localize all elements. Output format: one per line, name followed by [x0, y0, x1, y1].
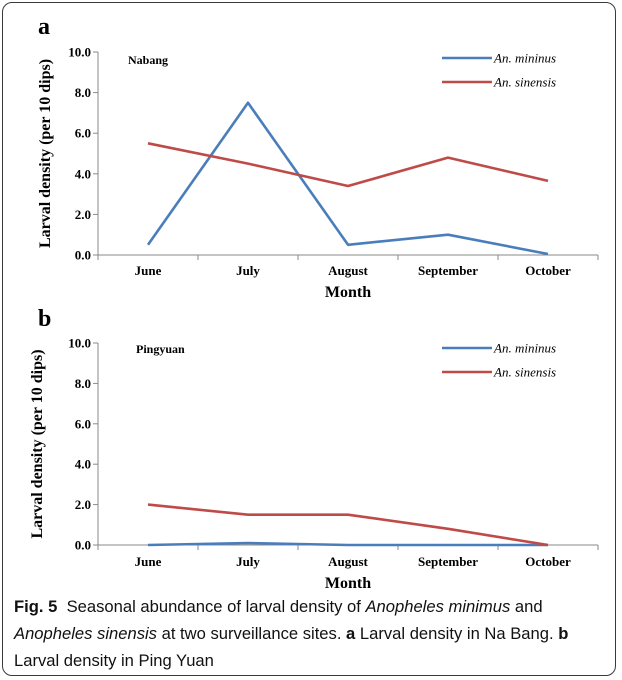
- series-line-mininus: [147, 541, 548, 547]
- y-tick-label: 8.0: [75, 376, 91, 391]
- y-tick-label: 8.0: [75, 85, 91, 100]
- y-tick-label: 2.0: [75, 497, 91, 512]
- legend-label: An. sinensis: [493, 365, 556, 380]
- y-tick-label: 0.0: [75, 248, 91, 263]
- series-line-mininus: [146, 101, 549, 256]
- chart-panel-b: b 0.0 2.0 4.0 6.0 8.0 10.0 June July August Septem…: [29, 306, 599, 590]
- y-tick-label: 4.0: [75, 166, 91, 181]
- x-axis-title: Month: [325, 284, 371, 301]
- caption-species-2: Anopheles sinensis: [14, 624, 157, 643]
- x-tick-label: June: [135, 263, 162, 278]
- caption-text-1: Seasonal abundance of larval density of: [66, 597, 366, 616]
- x-tick-label: June: [135, 554, 162, 569]
- x-tick-label: September: [418, 554, 478, 569]
- x-tick-label: October: [525, 263, 571, 278]
- caption-text-b: Larval density in Ping Yuan: [14, 651, 214, 670]
- caption-text-a: Larval density in Na Bang.: [355, 624, 559, 643]
- chart-panel-a: a 0.0 2.0 4.0 6.0 8.0 10.0 June July August Septem…: [37, 14, 599, 301]
- x-tick-label: August: [328, 263, 368, 278]
- y-axis-title: Larval density (per 10 dips): [29, 349, 46, 538]
- x-tick-label: July: [236, 554, 260, 569]
- x-tick-label: July: [236, 263, 260, 278]
- site-label: Pingyuan: [136, 342, 185, 356]
- figure-charts: a 0.0 2.0 4.0 6.0 8.0 10.0 June July August Septem…: [29, 14, 599, 590]
- x-axis-title: Month: [325, 575, 371, 590]
- x-tick-label: September: [418, 263, 478, 278]
- site-label: Nabang: [128, 53, 168, 67]
- panel-label: b: [38, 306, 51, 332]
- series-line-sinensis: [147, 503, 549, 547]
- y-tick-label: 10.0: [68, 336, 91, 351]
- caption-label-a: a: [346, 624, 356, 643]
- caption-text-3: at two surveillance sites.: [156, 624, 347, 643]
- y-tick-label: 0.0: [75, 538, 91, 553]
- y-tick-label: 2.0: [75, 207, 91, 222]
- y-tick-label: 6.0: [75, 126, 91, 141]
- series-line-sinensis: [147, 142, 549, 188]
- x-tick-label: August: [328, 554, 368, 569]
- figure-frame: [2, 2, 616, 676]
- caption-label-b: b: [558, 624, 569, 643]
- figure-caption: Fig. 5 Seasonal abundance of larval dens…: [14, 593, 610, 674]
- caption-species-1: Anopheles minimus: [365, 597, 511, 616]
- legend-label: An. sinensis: [493, 75, 556, 90]
- caption-fig-label: Fig. 5: [14, 597, 58, 616]
- legend-label: An. mininus: [493, 341, 556, 356]
- y-tick-label: 4.0: [75, 457, 91, 472]
- caption-text-2: and: [510, 597, 543, 616]
- legend-label: An. mininus: [493, 51, 556, 66]
- x-tick-label: October: [525, 554, 571, 569]
- panel-label: a: [38, 14, 50, 40]
- y-tick-label: 6.0: [75, 416, 91, 431]
- y-tick-label: 10.0: [68, 45, 91, 60]
- y-axis-title: Larval density (per 10 dips): [37, 59, 54, 248]
